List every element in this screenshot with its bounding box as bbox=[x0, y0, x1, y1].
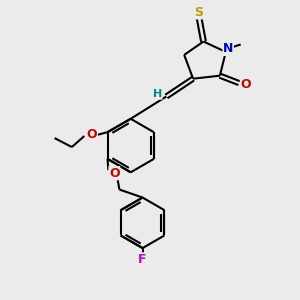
Text: N: N bbox=[223, 42, 233, 56]
Text: F: F bbox=[138, 253, 147, 266]
Text: S: S bbox=[194, 6, 203, 19]
Text: H: H bbox=[153, 89, 162, 99]
Text: O: O bbox=[109, 167, 120, 180]
Text: O: O bbox=[240, 78, 251, 91]
Text: O: O bbox=[87, 128, 98, 141]
